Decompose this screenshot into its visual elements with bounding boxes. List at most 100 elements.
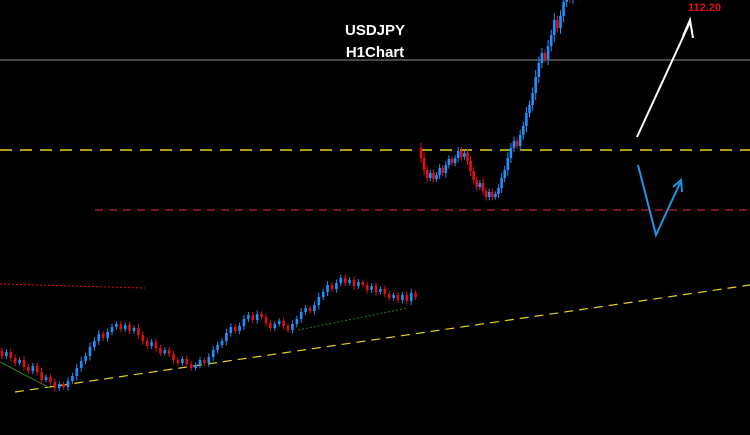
candle-body xyxy=(10,352,13,358)
candle-body xyxy=(247,315,250,319)
candle-body xyxy=(432,173,435,179)
candle-body xyxy=(423,158,426,170)
candle-body xyxy=(80,361,83,368)
candle-body xyxy=(406,295,409,301)
candle-body xyxy=(392,295,395,298)
candle-body xyxy=(313,305,316,311)
target-price-label: 112.20 xyxy=(688,2,721,14)
candle-body xyxy=(344,278,347,283)
candle-body xyxy=(106,332,109,338)
candle-body xyxy=(510,148,513,158)
candle-body xyxy=(435,175,438,179)
candle-body xyxy=(538,63,541,77)
candle-body xyxy=(426,170,429,178)
candle-body xyxy=(318,297,321,305)
candle-body xyxy=(331,285,334,289)
candle-body xyxy=(300,312,303,319)
candle-body xyxy=(441,168,444,173)
candle-body xyxy=(137,328,140,335)
candle-body xyxy=(45,377,48,380)
candle-body xyxy=(243,319,246,326)
candle-body xyxy=(445,165,448,173)
candle-body xyxy=(562,2,565,16)
candle-body xyxy=(457,151,460,158)
candle-body xyxy=(62,384,65,387)
candle-body xyxy=(265,317,268,323)
candle-body xyxy=(500,178,503,188)
candle-body xyxy=(472,171,475,180)
candle-body xyxy=(155,342,158,348)
candle-body xyxy=(479,183,482,187)
candle-body xyxy=(98,334,101,341)
candle-body xyxy=(40,372,43,380)
candle-body xyxy=(466,153,469,161)
candle-body xyxy=(238,326,241,331)
candle-body xyxy=(93,341,96,347)
candle-body xyxy=(304,308,307,312)
candle-body xyxy=(420,148,423,158)
candle-body xyxy=(519,135,522,146)
candle-body xyxy=(525,113,528,126)
candle-body xyxy=(362,282,365,285)
candle-body xyxy=(488,192,491,197)
candle-body xyxy=(357,282,360,286)
candle-body xyxy=(120,324,123,329)
candle-body xyxy=(384,289,387,294)
candle-body xyxy=(469,161,472,171)
candle-body xyxy=(335,283,338,289)
candle-body xyxy=(340,278,343,283)
candle-body xyxy=(89,347,92,356)
candle-body xyxy=(438,168,441,175)
candle-body xyxy=(497,188,500,194)
candle-body xyxy=(291,324,294,330)
candle-body xyxy=(133,328,136,331)
candle-body xyxy=(256,314,259,320)
candle-body xyxy=(448,159,451,165)
candle-body xyxy=(230,327,233,333)
candle-body xyxy=(485,191,488,197)
candle-body xyxy=(177,360,180,363)
candle-body xyxy=(531,93,534,105)
candle-body xyxy=(463,153,466,157)
candle-body xyxy=(146,341,149,346)
candle-body xyxy=(252,315,255,320)
candle-body xyxy=(397,295,400,300)
candle-body xyxy=(150,342,153,346)
candle-body xyxy=(410,293,413,301)
candle-body xyxy=(370,286,373,290)
candle-body xyxy=(565,0,568,2)
candle-body xyxy=(296,319,299,324)
candle-body xyxy=(54,382,57,388)
candle-body xyxy=(225,333,228,341)
candle-body xyxy=(18,360,21,363)
candle-body xyxy=(274,324,277,328)
candle-body xyxy=(534,77,537,93)
candle-body xyxy=(388,294,391,298)
candle-body xyxy=(212,350,215,357)
candle-body xyxy=(181,359,184,363)
candle-body xyxy=(172,354,175,360)
candle-body xyxy=(414,293,417,297)
candle-body xyxy=(287,326,290,330)
candle-body xyxy=(71,376,74,381)
candle-body xyxy=(221,341,224,345)
candle-body xyxy=(1,351,4,356)
candle-body xyxy=(353,280,356,286)
candle-body xyxy=(309,308,312,311)
candle-body xyxy=(429,173,432,178)
candle-body xyxy=(522,126,525,135)
chart-title: USDJPY xyxy=(0,22,750,39)
candle-body xyxy=(516,141,519,146)
candle-body xyxy=(454,158,457,163)
candle-body xyxy=(84,356,87,361)
candle-body xyxy=(379,289,382,292)
candle-body xyxy=(58,384,61,388)
candle-body xyxy=(491,192,494,197)
candle-body xyxy=(111,327,114,332)
candle-body xyxy=(203,360,206,363)
candle-body xyxy=(115,324,118,327)
candle-body xyxy=(199,360,202,365)
